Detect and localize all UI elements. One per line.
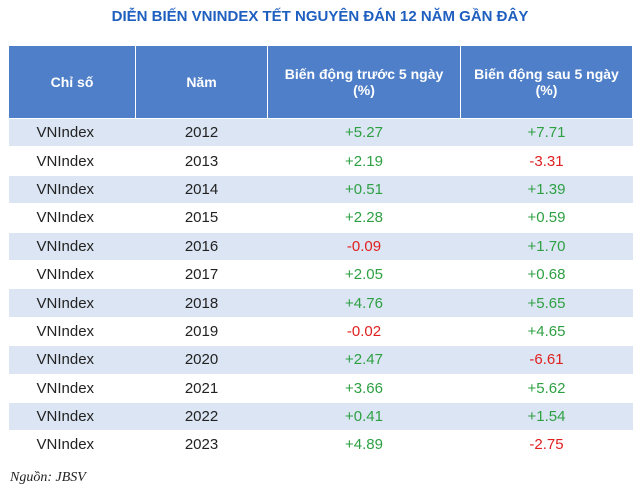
- table-cell: +3.66: [267, 373, 461, 403]
- table-cell: -6.61: [460, 345, 633, 375]
- table-cell: +4.89: [267, 430, 461, 459]
- table-cell: +2.05: [267, 259, 461, 289]
- table-cell: 2020: [135, 345, 268, 375]
- table-body: VNIndex 2012 +5.27 +7.71 VNIndex 2013 +2.19 -3.…: [8, 117, 633, 459]
- table-cell: +4.65: [460, 316, 633, 346]
- table-cell: -0.02: [267, 316, 461, 346]
- table-cell: VNIndex: [8, 316, 136, 346]
- table-cell: 2013: [135, 146, 268, 176]
- table-cell: VNIndex: [8, 345, 136, 375]
- header-cell: Chỉ số: [8, 45, 136, 119]
- table-cell: 2021: [135, 373, 268, 403]
- table-cell: VNIndex: [8, 430, 136, 459]
- table-row: VNIndex 2014 +0.51 +1.39: [8, 174, 633, 204]
- table-cell: 2018: [135, 288, 268, 318]
- table-cell: 2012: [135, 117, 268, 147]
- table-row: VNIndex 2020 +2.47 -6.61: [8, 345, 633, 375]
- table-cell: +7.71: [460, 117, 633, 147]
- table-cell: +0.41: [267, 401, 461, 431]
- header-cell: Biến động trước 5 ngày (%): [267, 45, 461, 119]
- table-cell: 2014: [135, 174, 268, 204]
- source-note: Nguồn: JBSV: [10, 470, 86, 485]
- table-cell: 2019: [135, 316, 268, 346]
- header-cell: Năm: [135, 45, 268, 119]
- table-cell: +1.70: [460, 231, 633, 261]
- table-row: VNIndex 2015 +2.28 +0.59: [8, 203, 633, 233]
- table-cell: +5.62: [460, 373, 633, 403]
- table-cell: +0.51: [267, 174, 461, 204]
- table-cell: +2.47: [267, 345, 461, 375]
- data-table: Chỉ số Năm Biến động trước 5 ngày (%) Biến …: [8, 45, 633, 459]
- table-cell: VNIndex: [8, 146, 136, 176]
- table-cell: +5.65: [460, 288, 633, 318]
- table-cell: -0.09: [267, 231, 461, 261]
- table-cell: VNIndex: [8, 231, 136, 261]
- table-cell: +0.68: [460, 259, 633, 289]
- table-cell: VNIndex: [8, 373, 136, 403]
- table-cell: +2.19: [267, 146, 461, 176]
- table-cell: VNIndex: [8, 203, 136, 233]
- table-cell: +4.76: [267, 288, 461, 318]
- table-cell: +5.27: [267, 117, 461, 147]
- table-cell: 2017: [135, 259, 268, 289]
- table-cell: +1.54: [460, 401, 633, 431]
- table-cell: 2015: [135, 203, 268, 233]
- table-cell: VNIndex: [8, 117, 136, 147]
- table-cell: +0.59: [460, 203, 633, 233]
- table-row: VNIndex 2013 +2.19 -3.31: [8, 146, 633, 176]
- table-row: VNIndex 2019 -0.02 +4.65: [8, 316, 633, 346]
- table-row: VNIndex 2021 +3.66 +5.62: [8, 373, 633, 403]
- table-row: VNIndex 2022 +0.41 +1.54: [8, 401, 633, 431]
- table-cell: 2022: [135, 401, 268, 431]
- table-cell: VNIndex: [8, 259, 136, 289]
- table-cell: VNIndex: [8, 174, 136, 204]
- table-cell: -3.31: [460, 146, 633, 176]
- table-row: VNIndex 2018 +4.76 +5.65: [8, 288, 633, 318]
- table-row: VNIndex 2023 +4.89 -2.75: [8, 430, 633, 459]
- table-cell: 2023: [135, 430, 268, 459]
- table-row: VNIndex 2016 -0.09 +1.70: [8, 231, 633, 261]
- table-cell: 2016: [135, 231, 268, 261]
- table-row: VNIndex 2017 +2.05 +0.68: [8, 259, 633, 289]
- table-cell: VNIndex: [8, 288, 136, 318]
- table-cell: +2.28: [267, 203, 461, 233]
- header-row: Chỉ số Năm Biến động trước 5 ngày (%) Biến …: [8, 45, 633, 119]
- table-row: VNIndex 2012 +5.27 +7.71: [8, 117, 633, 147]
- table-cell: +1.39: [460, 174, 633, 204]
- table-cell: VNIndex: [8, 401, 136, 431]
- table-cell: -2.75: [460, 430, 633, 459]
- header-cell: Biến động sau 5 ngày (%): [460, 45, 633, 119]
- title: DIỄN BIẾN VNINDEX TẾT NGUYÊN ĐÁN 12 NĂM …: [111, 8, 529, 25]
